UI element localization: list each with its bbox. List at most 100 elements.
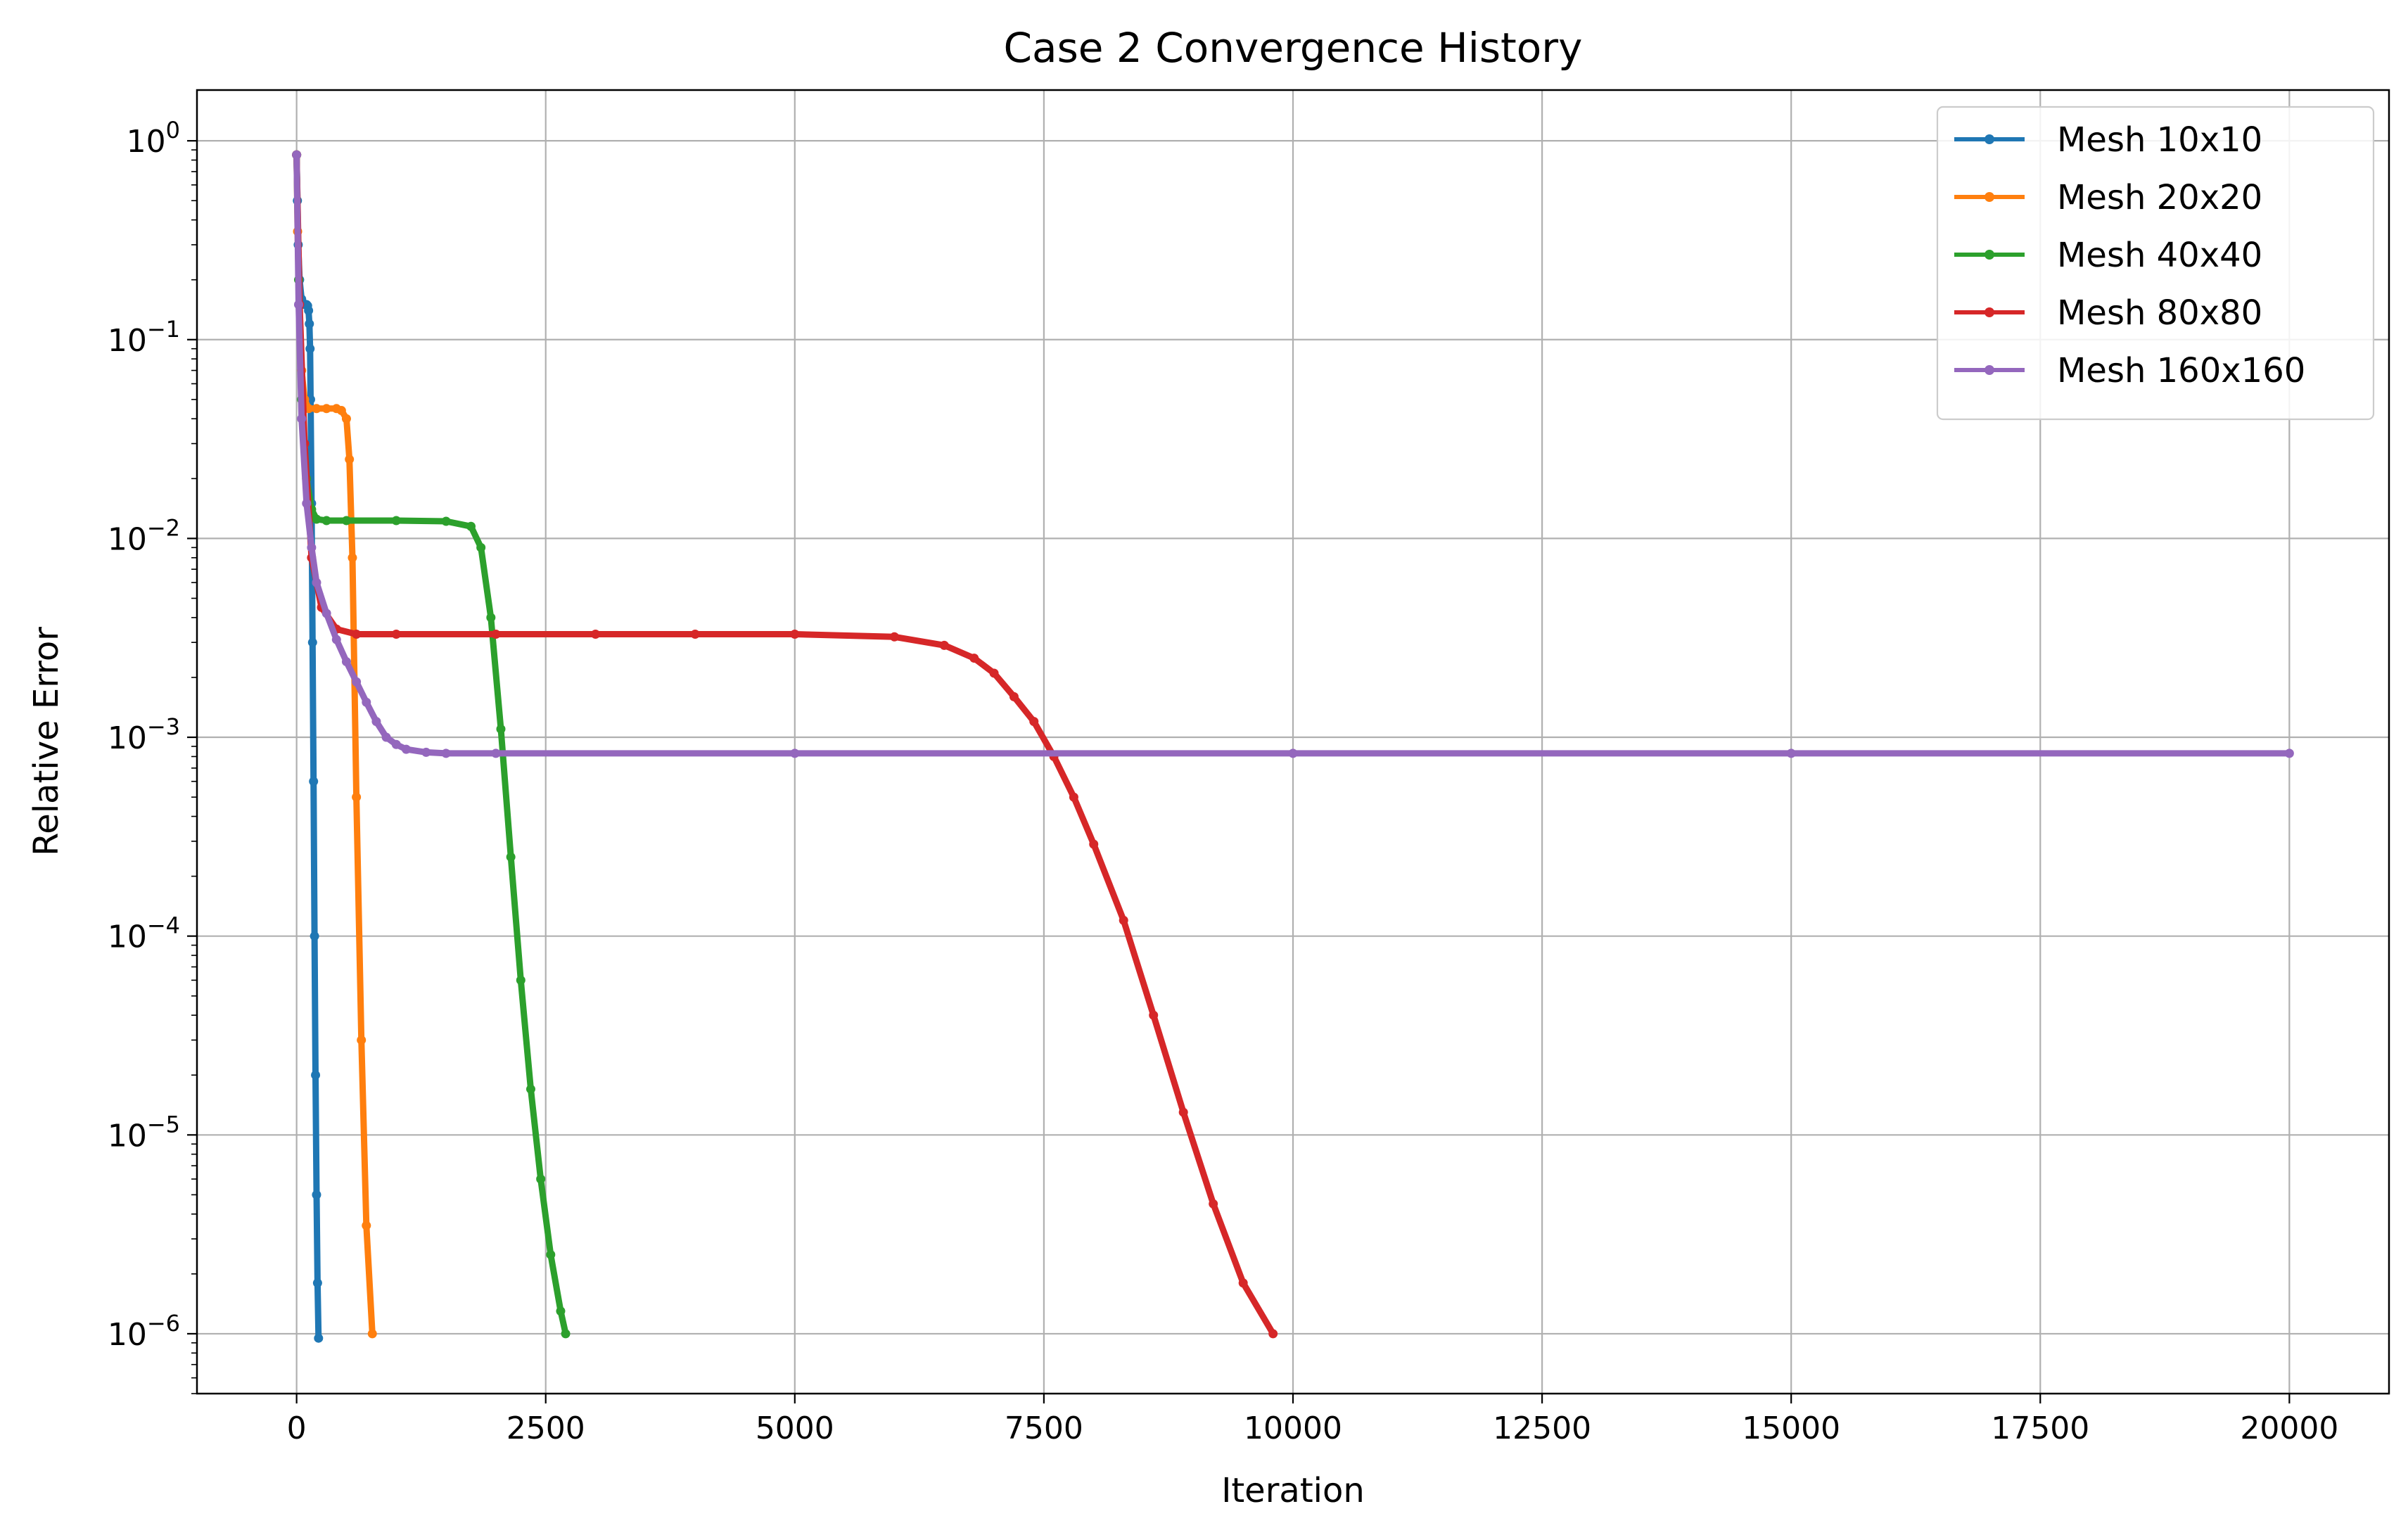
data-point — [989, 668, 999, 678]
legend-marker — [1985, 134, 1994, 144]
data-point — [312, 1278, 322, 1288]
legend-marker — [1985, 192, 1994, 202]
data-point — [2284, 749, 2294, 758]
y-tick-label: 10−6 — [108, 1310, 180, 1353]
data-point — [939, 640, 949, 650]
data-point — [1268, 1329, 1278, 1339]
data-point — [331, 635, 341, 644]
legend-label: Mesh 160x160 — [2057, 351, 2305, 390]
x-tick-label: 12500 — [1493, 1410, 1591, 1446]
data-point — [391, 516, 401, 526]
data-point — [790, 629, 800, 639]
data-point — [1149, 1010, 1159, 1020]
data-point — [591, 629, 601, 639]
series-5 — [292, 150, 2294, 758]
x-tick-label: 17500 — [1991, 1410, 2089, 1446]
data-point — [546, 1249, 556, 1259]
data-point — [310, 931, 319, 941]
data-point — [391, 739, 401, 749]
data-point — [345, 454, 355, 464]
y-tick-label: 10−5 — [108, 1111, 180, 1154]
legend-label: Mesh 40x40 — [2057, 236, 2262, 275]
legend-label: Mesh 20x20 — [2057, 178, 2262, 217]
x-axis-ticks: 0 2500 5000 7500 10000 12500 15000 17500 20000 — [287, 1394, 2338, 1446]
data-point — [336, 406, 346, 416]
data-point — [1209, 1199, 1218, 1209]
data-point — [561, 1329, 571, 1339]
data-point — [969, 654, 979, 663]
data-point — [305, 344, 315, 354]
data-point — [1009, 692, 1019, 701]
y-tick-label: 100 — [127, 117, 180, 160]
y-tick-label: 10−3 — [108, 713, 180, 756]
data-point — [321, 609, 331, 618]
x-tick-label: 0 — [287, 1410, 307, 1446]
x-tick-label: 10000 — [1244, 1410, 1342, 1446]
data-point — [1069, 792, 1078, 802]
data-point — [371, 717, 381, 727]
series-line — [293, 151, 2293, 757]
data-point — [352, 792, 362, 802]
data-point — [1238, 1278, 1248, 1288]
data-point — [311, 1070, 321, 1080]
data-point — [1119, 915, 1128, 925]
data-point — [381, 732, 391, 742]
data-point — [348, 553, 357, 563]
data-point — [466, 521, 476, 531]
data-point — [312, 1190, 321, 1199]
legend-marker — [1985, 365, 1994, 375]
data-point — [292, 150, 302, 160]
data-point — [312, 514, 321, 524]
data-point — [1786, 749, 1796, 758]
x-axis-label: Iteration — [1221, 1471, 1365, 1510]
data-point — [293, 300, 303, 310]
legend: Mesh 10x10 Mesh 20x20 Mesh 40x40 Mesh 80x80… — [1936, 106, 2375, 421]
data-point — [491, 629, 501, 639]
legend-marker — [1985, 307, 1994, 317]
legend-marker — [1985, 250, 1994, 260]
x-tick-label: 5000 — [756, 1410, 834, 1446]
data-point — [302, 499, 312, 509]
data-point — [486, 613, 496, 623]
data-point — [362, 1221, 371, 1230]
legend-label: Mesh 80x80 — [2057, 293, 2262, 333]
data-point — [1029, 717, 1039, 727]
data-point — [307, 542, 317, 552]
data-point — [341, 657, 351, 667]
y-axis-label: Relative Error — [27, 627, 66, 856]
data-point — [312, 578, 321, 587]
legend-box — [1936, 106, 2375, 421]
data-point — [556, 1306, 566, 1316]
data-point — [297, 414, 307, 423]
data-point — [1178, 1107, 1188, 1117]
data-point — [307, 637, 317, 647]
data-point — [341, 516, 351, 526]
x-tick-label: 2500 — [507, 1410, 585, 1446]
data-point — [309, 777, 319, 786]
data-point — [321, 516, 331, 526]
data-point — [1089, 839, 1099, 849]
x-tick-label: 7500 — [1005, 1410, 1083, 1446]
data-point — [441, 749, 451, 758]
data-point — [516, 975, 525, 985]
data-point — [421, 747, 431, 757]
data-point — [304, 305, 314, 315]
x-tick-label: 15000 — [1742, 1410, 1840, 1446]
data-point — [362, 697, 371, 707]
data-point — [1288, 749, 1298, 758]
data-point — [476, 542, 486, 552]
legend-label: Mesh 10x10 — [2057, 120, 2262, 160]
x-tick-label: 20000 — [2240, 1410, 2338, 1446]
plot-area — [292, 150, 2294, 1343]
data-point — [391, 629, 401, 639]
series-layer — [292, 150, 2294, 1343]
data-point — [496, 724, 506, 734]
y-tick-label: 10−4 — [108, 912, 180, 955]
data-point — [314, 1333, 324, 1343]
data-point — [367, 1329, 377, 1339]
data-point — [352, 677, 362, 687]
y-axis-ticks: 100 10−1 10−2 10−3 10−4 10−5 10−6 — [108, 117, 197, 1394]
y-tick-label: 10−1 — [108, 316, 180, 359]
data-point — [321, 404, 331, 414]
